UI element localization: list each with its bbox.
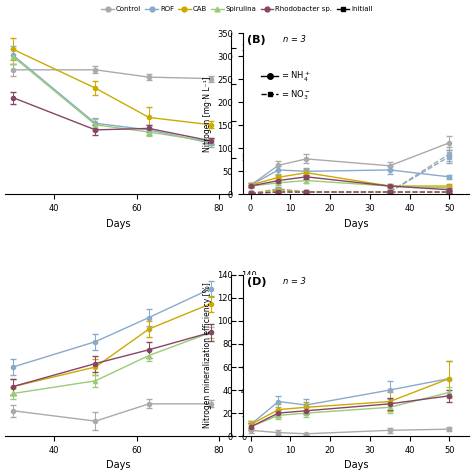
Legend: = NH$_4^+$, = NO$_3^-$: = NH$_4^+$, = NO$_3^-$	[258, 66, 315, 105]
X-axis label: Days: Days	[106, 219, 130, 228]
Text: n = 3: n = 3	[283, 276, 306, 285]
X-axis label: Days: Days	[106, 460, 130, 470]
X-axis label: Days: Days	[344, 460, 368, 470]
Legend: Control, ROF, CAB, Spirulina, Rhodobacter sp., Initiall: Control, ROF, CAB, Spirulina, Rhodobacte…	[99, 3, 375, 15]
Y-axis label: Nitrogen [mg·N L⁻¹]: Nitrogen [mg·N L⁻¹]	[202, 76, 211, 152]
Text: (B): (B)	[247, 35, 266, 45]
X-axis label: Days: Days	[344, 219, 368, 228]
Text: n = 3: n = 3	[283, 35, 306, 44]
Y-axis label: Nitrogen mineralization efficiency [%]: Nitrogen mineralization efficiency [%]	[203, 283, 211, 428]
Y-axis label: Nitrogen mineralization efficiency [%]: Nitrogen mineralization efficiency [%]	[261, 289, 268, 422]
Text: (D): (D)	[247, 276, 267, 286]
